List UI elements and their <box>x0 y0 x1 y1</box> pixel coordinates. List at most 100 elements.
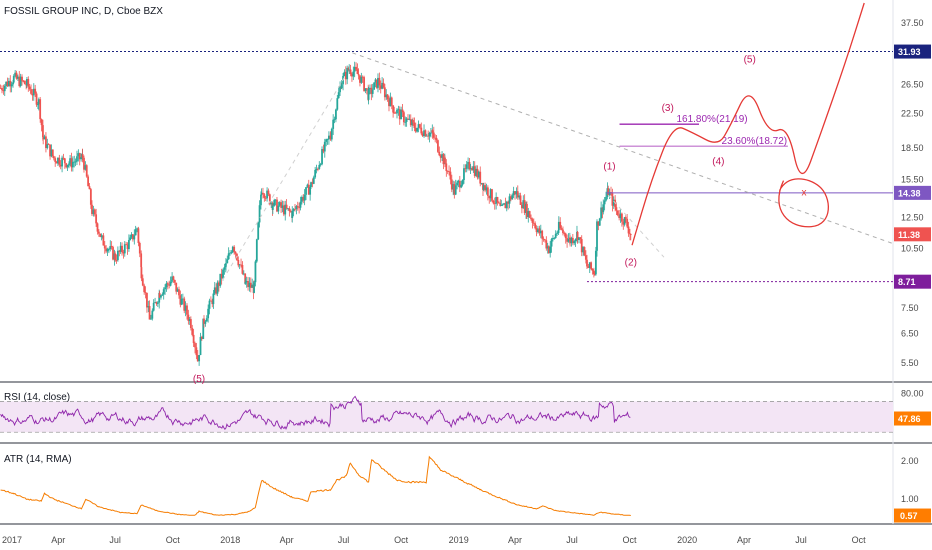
candle <box>571 233 574 246</box>
candle <box>563 231 566 237</box>
candle <box>452 180 455 196</box>
price-tick-label: 12.50 <box>901 213 924 223</box>
candle <box>416 127 419 133</box>
candle <box>538 225 541 236</box>
time-tick-label: 2018 <box>220 535 240 545</box>
candle <box>392 105 395 118</box>
candle <box>257 221 260 241</box>
candle <box>477 170 480 180</box>
candle <box>379 80 382 94</box>
candle <box>377 73 379 93</box>
candle <box>187 309 190 325</box>
candle <box>241 261 244 275</box>
candle <box>467 157 469 171</box>
candle <box>564 232 567 244</box>
rsi-line[interactable] <box>0 395 631 431</box>
atr-line[interactable] <box>0 455 631 516</box>
level-price-text: 31.93 <box>898 47 921 57</box>
candle <box>473 161 476 178</box>
candle <box>237 256 240 268</box>
last-price-text: 11.38 <box>898 230 920 240</box>
candle <box>439 154 442 163</box>
candle <box>503 202 505 205</box>
candle <box>408 114 411 121</box>
candle <box>405 117 408 127</box>
candle <box>306 183 309 188</box>
candle <box>624 215 627 223</box>
candle <box>511 193 514 200</box>
candle <box>420 122 423 136</box>
time-tick-label: Apr <box>280 535 294 545</box>
candle <box>398 106 401 125</box>
candle <box>615 202 618 215</box>
candle <box>527 207 530 223</box>
candle <box>128 234 130 252</box>
wave-label: (4) <box>712 156 724 167</box>
candle <box>195 342 198 360</box>
candle <box>404 116 407 127</box>
candle <box>592 267 595 278</box>
candle <box>155 301 158 306</box>
candle <box>270 201 273 208</box>
candle <box>330 127 333 142</box>
candle <box>199 332 202 356</box>
candle <box>493 197 496 210</box>
candle <box>251 278 254 288</box>
rsi-pane[interactable] <box>0 395 893 433</box>
candle <box>291 206 294 223</box>
trendline[interactable] <box>607 194 665 258</box>
candle <box>432 126 435 140</box>
candle <box>495 192 498 210</box>
candle <box>549 241 552 258</box>
candle <box>54 156 57 167</box>
candle <box>1 85 3 94</box>
level-price-text: 14.38 <box>898 188 921 198</box>
candle <box>71 156 74 172</box>
candle <box>386 93 389 102</box>
candle <box>58 154 61 168</box>
candle <box>407 114 409 121</box>
candle <box>294 204 296 212</box>
candle <box>278 201 281 207</box>
candle <box>302 193 305 204</box>
time-tick-label: Apr <box>51 535 65 545</box>
candle <box>219 273 222 288</box>
candle <box>460 180 463 189</box>
candle <box>14 70 17 78</box>
candle <box>43 134 46 140</box>
candle <box>499 199 502 207</box>
candle <box>183 296 186 314</box>
candle <box>226 255 229 264</box>
price-pane[interactable]: 161.80%(21.19) 23.60%(18.72) x (5) (1) (2) (3)… <box>0 2 894 385</box>
candle <box>292 208 295 217</box>
candle <box>296 201 299 211</box>
candle <box>32 83 35 101</box>
candle <box>512 186 515 198</box>
candle <box>454 179 457 196</box>
candle <box>307 179 310 195</box>
candle <box>21 74 23 86</box>
time-tick-label: 2020 <box>677 535 697 545</box>
candle <box>475 165 477 177</box>
candle <box>152 299 155 312</box>
candle <box>458 175 461 193</box>
candle <box>6 77 9 87</box>
atr-pane[interactable] <box>0 455 631 516</box>
candle <box>463 164 465 184</box>
projection-path[interactable] <box>631 2 865 246</box>
candle <box>244 278 247 285</box>
candle <box>225 258 227 271</box>
candle <box>134 225 137 236</box>
candle <box>515 187 518 199</box>
candle <box>450 174 453 193</box>
candle <box>229 249 231 256</box>
candle <box>209 296 212 302</box>
candle <box>618 209 621 221</box>
candle <box>160 294 162 300</box>
time-tick-label: Jul <box>566 535 578 545</box>
circle-marker[interactable] <box>778 178 830 228</box>
price-tick-label: 7.50 <box>901 303 919 313</box>
candle <box>584 250 587 264</box>
candle <box>10 81 13 93</box>
